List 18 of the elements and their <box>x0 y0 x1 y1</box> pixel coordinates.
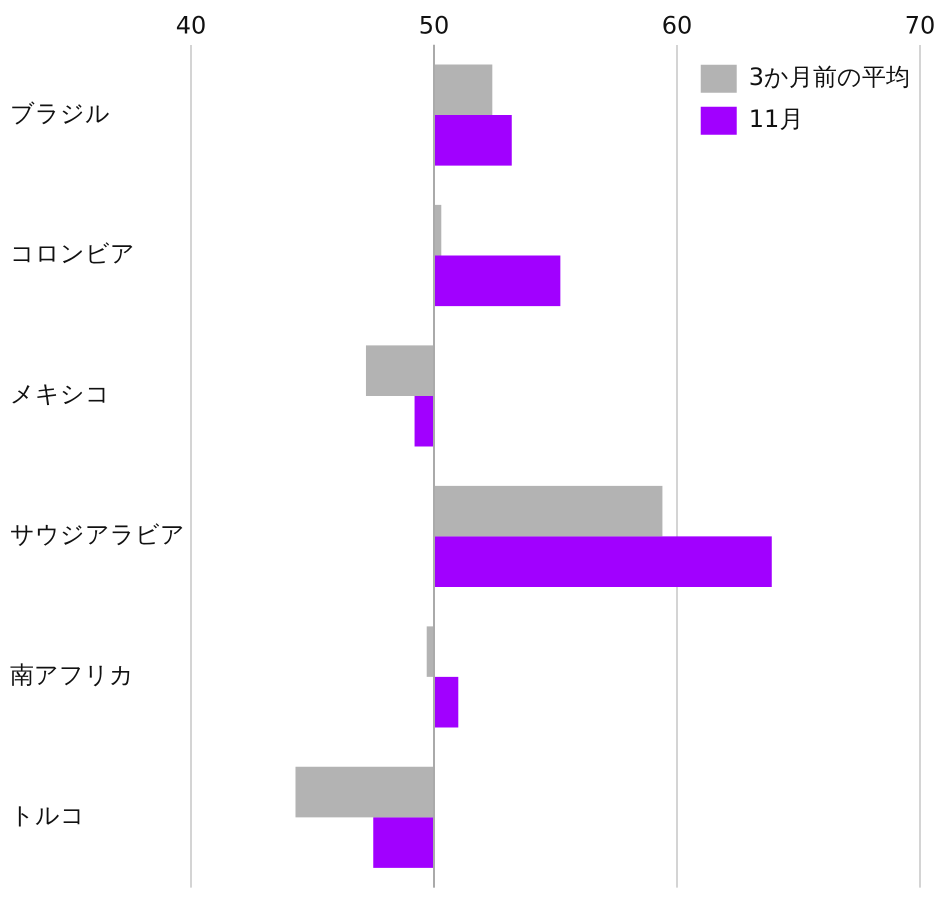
x-tick-label: 50 <box>418 12 450 40</box>
x-tick-label: 40 <box>176 12 206 40</box>
y-tick-label: トルコ <box>10 802 85 830</box>
y-tick-label: コロンビア <box>10 240 135 268</box>
y-tick-label: メキシコ <box>10 380 110 408</box>
legend-label: 3か月前の平均 <box>748 63 910 92</box>
bar <box>434 676 458 728</box>
bar <box>434 115 512 166</box>
y-tick-label: ブラジル <box>10 99 110 128</box>
legend-label: 11月 <box>748 105 804 134</box>
x-tick-label: 60 <box>662 12 692 40</box>
y-tick-label: 南アフリカ <box>10 661 134 690</box>
x-tick-label: 70 <box>904 12 936 40</box>
y-tick-label: サウジアラビア <box>10 520 185 549</box>
bar <box>434 536 772 587</box>
bar <box>414 396 434 447</box>
bar <box>373 817 434 868</box>
bar <box>434 256 560 306</box>
